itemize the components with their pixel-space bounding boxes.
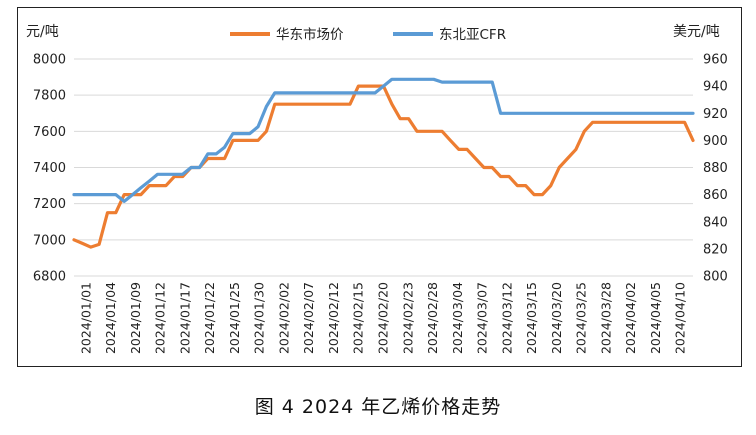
x-tick-2024-03-15: 2024/03/15 bbox=[524, 282, 539, 354]
left-axis-unit: 元/吨 bbox=[26, 24, 59, 40]
left-tick-7800: 7800 bbox=[33, 89, 66, 104]
x-tick-2024-01-22: 2024/01/22 bbox=[202, 282, 217, 354]
left-tick-7400: 7400 bbox=[33, 161, 66, 176]
right-tick-860: 860 bbox=[703, 188, 728, 203]
series-line-northeast-asia-cfr bbox=[72, 77, 695, 203]
x-tick-2024-01-01: 2024/01/01 bbox=[78, 282, 93, 354]
x-tick-2024-04-02: 2024/04/02 bbox=[623, 282, 638, 354]
x-tick-2024-01-04: 2024/01/04 bbox=[103, 282, 118, 354]
x-tick-2024-02-28: 2024/02/28 bbox=[425, 282, 440, 354]
axis-layer: 6800 7000 7200 7400 7600 7800 8000 800 820 840 860… bbox=[33, 53, 728, 355]
left-tick-7000: 7000 bbox=[33, 233, 66, 248]
x-tick-2024-02-15: 2024/02/15 bbox=[351, 282, 366, 354]
right-tick-920: 920 bbox=[703, 107, 728, 122]
x-tick-2024-03-28: 2024/03/28 bbox=[598, 282, 613, 354]
left-tick-7200: 7200 bbox=[33, 197, 66, 212]
series-layer bbox=[72, 77, 695, 249]
right-tick-940: 940 bbox=[703, 80, 728, 95]
x-tick-2024-03-12: 2024/03/12 bbox=[499, 282, 514, 354]
right-tick-800: 800 bbox=[703, 270, 728, 285]
line-chart: 6800 7000 7200 7400 7600 7800 8000 800 820 840 860… bbox=[26, 24, 728, 355]
x-tick-2024-03-20: 2024/03/20 bbox=[549, 282, 564, 354]
series-line-east-china bbox=[72, 84, 695, 249]
left-tick-7600: 7600 bbox=[33, 125, 66, 140]
x-tick-2024-01-17: 2024/01/17 bbox=[177, 282, 192, 354]
legend: 华东市场价 东北亚CFR bbox=[230, 26, 506, 43]
x-tick-2024-03-07: 2024/03/07 bbox=[475, 282, 490, 354]
right-axis-unit: 美元/吨 bbox=[673, 24, 720, 40]
x-tick-2024-03-04: 2024/03/04 bbox=[450, 282, 465, 354]
x-tick-2024-01-09: 2024/01/09 bbox=[128, 282, 143, 354]
x-tick-2024-01-12: 2024/01/12 bbox=[153, 282, 168, 354]
x-tick-2024-02-23: 2024/02/23 bbox=[400, 282, 415, 354]
x-tick-2024-04-05: 2024/04/05 bbox=[648, 282, 663, 354]
legend-label-northeast-asia-cfr: 东北亚CFR bbox=[439, 27, 506, 43]
chart-frame: 6800 7000 7200 7400 7600 7800 8000 800 820 840 860… bbox=[17, 7, 742, 367]
x-tick-2024-02-07: 2024/02/07 bbox=[301, 282, 316, 354]
right-tick-820: 820 bbox=[703, 242, 728, 257]
x-tick-2024-04-10: 2024/04/10 bbox=[673, 282, 688, 354]
x-tick-2024-01-30: 2024/01/30 bbox=[252, 282, 267, 354]
right-tick-960: 960 bbox=[703, 53, 728, 68]
x-tick-2024-02-02: 2024/02/02 bbox=[276, 282, 291, 354]
x-tick-2024-03-25: 2024/03/25 bbox=[574, 282, 589, 354]
figure-caption: 图 4 2024 年乙烯价格走势 bbox=[254, 396, 502, 418]
right-tick-840: 840 bbox=[703, 215, 728, 230]
legend-label-east-china: 华东市场价 bbox=[276, 26, 344, 43]
left-tick-6800: 6800 bbox=[33, 270, 66, 285]
x-tick-2024-01-25: 2024/01/25 bbox=[227, 282, 242, 354]
grid-layer bbox=[74, 58, 693, 277]
x-tick-2024-02-20: 2024/02/20 bbox=[376, 282, 391, 354]
left-tick-8000: 8000 bbox=[33, 53, 66, 68]
x-tick-2024-02-12: 2024/02/12 bbox=[326, 282, 341, 354]
right-tick-880: 880 bbox=[703, 161, 728, 176]
right-tick-900: 900 bbox=[703, 134, 728, 149]
